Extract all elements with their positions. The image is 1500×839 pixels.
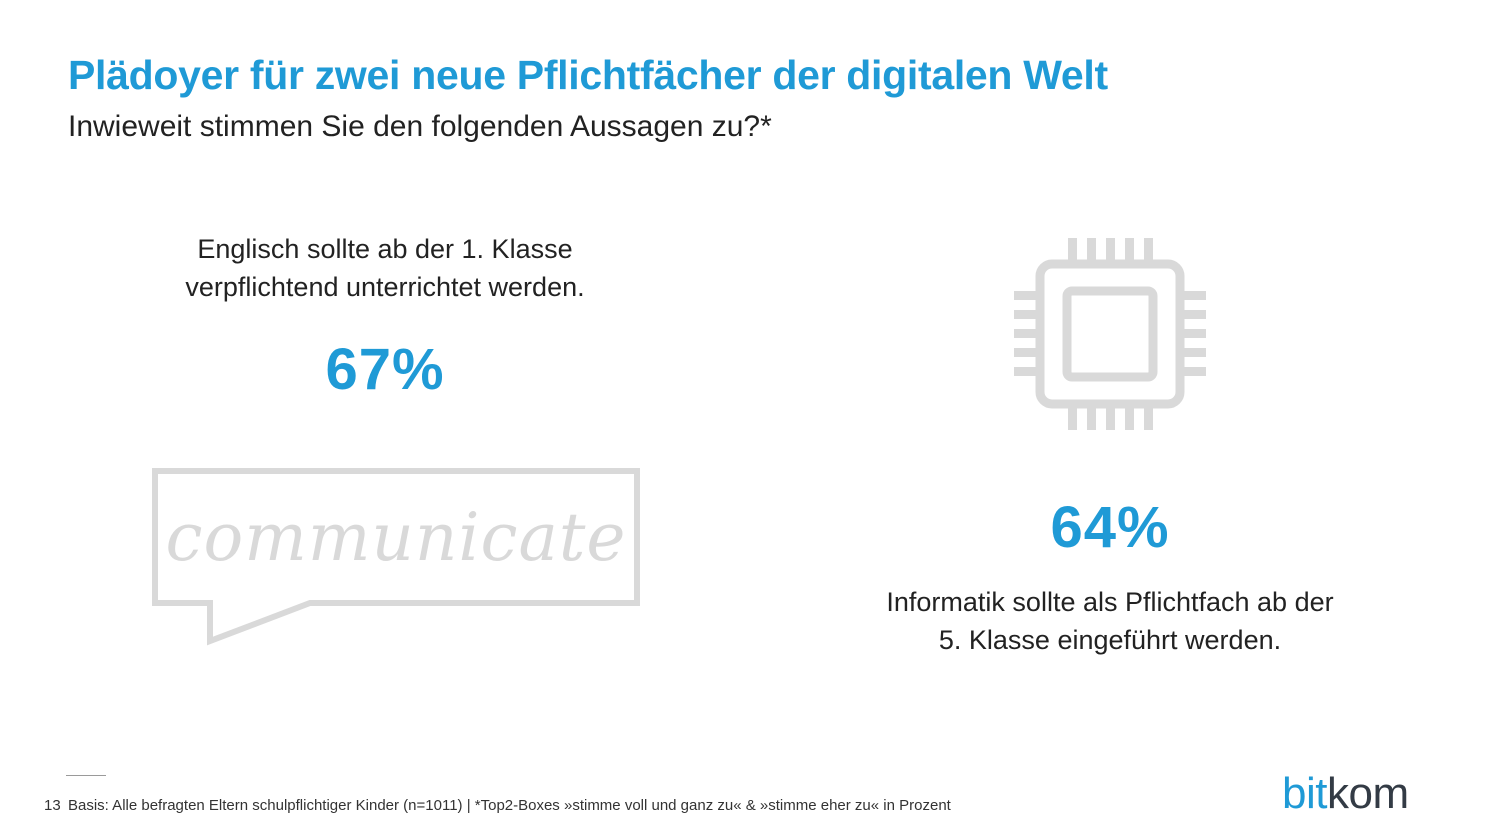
logo-part-kom: kom — [1326, 769, 1409, 818]
page-subtitle: Inwieweit stimmen Sie den folgenden Auss… — [68, 110, 772, 143]
informatik-statement-line-1: Informatik sollte als Pflichtfach ab der — [886, 587, 1334, 617]
page-title: Plädoyer für zwei neue Pflichtfächer der… — [68, 52, 1108, 98]
footnote: Basis: Alle befragten Eltern schulpflich… — [68, 797, 951, 814]
logo-part-bit: bit — [1282, 769, 1327, 818]
informatik-statement-line-2: 5. Klasse eingeführt werden. — [938, 625, 1282, 655]
speech-bubble-icon: communicate — [152, 468, 640, 646]
informatik-statement: Informatik sollte als Pflichtfach ab der… — [810, 583, 1410, 659]
footer-divider — [66, 775, 106, 776]
page-number: 13 — [44, 797, 61, 814]
english-percentage: 67% — [325, 337, 445, 402]
microchip-icon — [1014, 238, 1206, 430]
english-statement-line-1: Englisch sollte ab der 1. Klasse — [197, 234, 573, 264]
english-statement: Englisch sollte ab der 1. Klasse verpfli… — [70, 230, 700, 306]
bitkom-logo: bitkom — [1282, 769, 1409, 819]
communicate-word: communicate — [166, 499, 627, 576]
informatik-percentage: 64% — [1050, 495, 1170, 560]
english-statement-line-2: verpflichtend unterrichtet werden. — [185, 272, 585, 302]
